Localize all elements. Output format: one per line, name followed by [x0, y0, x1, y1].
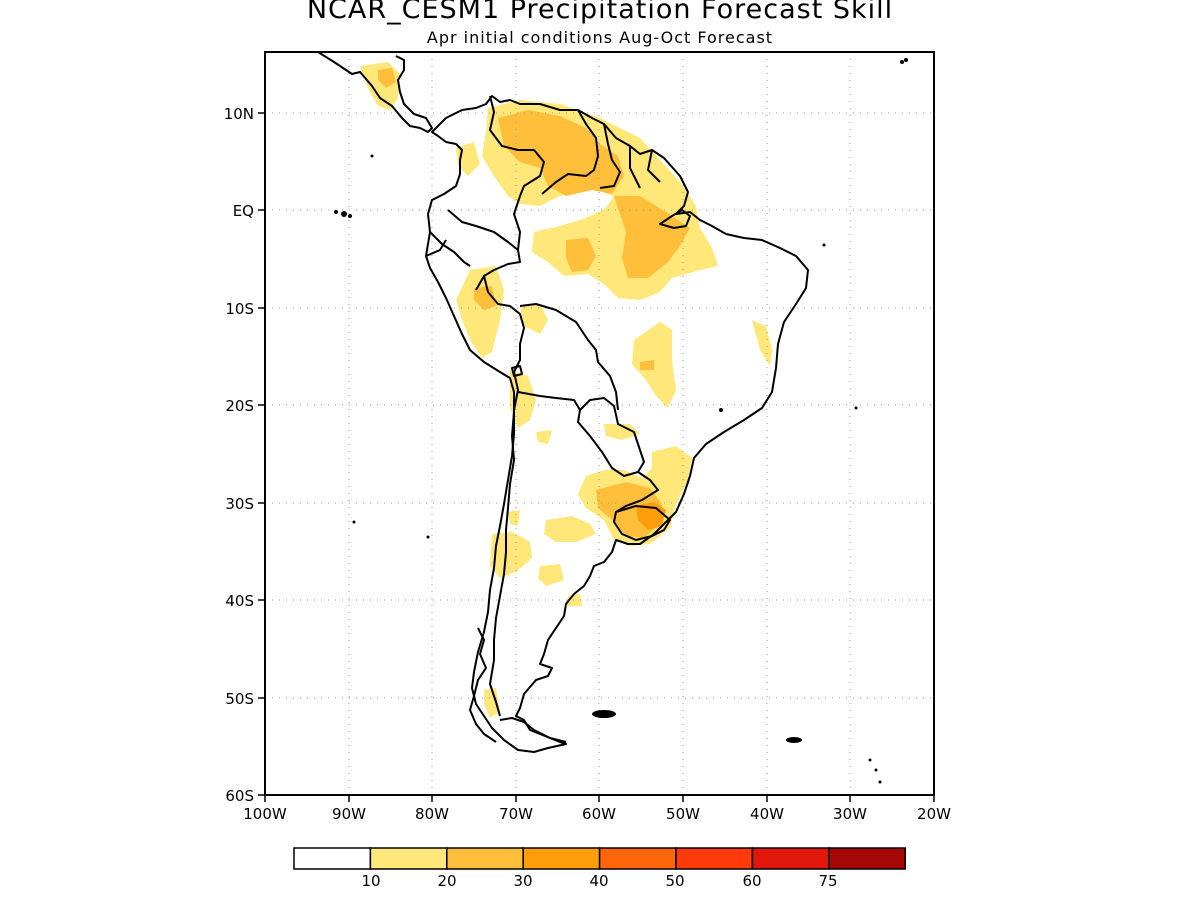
- page-title: NCAR_CESM1 Precipitation Forecast Skill: [306, 0, 894, 25]
- fernando-de-noronha: [822, 243, 826, 247]
- juan-fernandez-islet: [426, 535, 430, 539]
- lon-label: 80W: [415, 805, 449, 823]
- chiloe-archipelago: [469, 627, 497, 743]
- longitude-labels: 100W 90W 80W 70W 60W 50W 40W 30W 20W: [243, 805, 951, 823]
- lake-titicaca: [511, 365, 523, 377]
- border-peru-brazil: [483, 275, 525, 373]
- legend-label: 10: [361, 872, 380, 890]
- lon-label: 60W: [582, 805, 616, 823]
- border-bolivia-argentina: [517, 391, 581, 411]
- lat-label: EQ: [233, 202, 254, 220]
- lon-label: 30W: [833, 805, 867, 823]
- axis-ticks: [258, 112, 935, 802]
- atlantic-islet: [854, 406, 858, 410]
- falkland-islands: [592, 710, 616, 718]
- south-sandwich-islet: [874, 768, 878, 772]
- gulf-coast: [425, 239, 447, 257]
- latitude-labels: 10N EQ 10S 20S 30S 40S 50S 60S: [224, 105, 254, 805]
- pacific-islet: [352, 520, 356, 524]
- atlantic-islet: [904, 58, 908, 62]
- color-legend: 10 20 30 40 50 60 75: [293, 847, 906, 890]
- lat-label: 10N: [224, 105, 254, 123]
- border-colombia-brazil: [513, 195, 521, 251]
- galapagos-islet: [334, 210, 338, 214]
- trindade-islet: [719, 408, 723, 412]
- border-uruguay: [613, 505, 671, 541]
- legend-color-box: [446, 847, 524, 870]
- lat-label: 50S: [225, 690, 254, 708]
- border-bolivia-chile: [513, 371, 519, 411]
- islands: [334, 58, 908, 784]
- central-america-coast: [317, 52, 433, 133]
- south-sandwich-islet: [878, 780, 882, 784]
- lon-label: 90W: [332, 805, 366, 823]
- skill-shading: [360, 62, 772, 718]
- border-paraguay: [577, 397, 645, 477]
- lon-label: 40W: [750, 805, 784, 823]
- legend-color-box: [369, 847, 448, 870]
- skill-20-30-areas: [378, 68, 690, 538]
- border-chile-argentina: [489, 411, 515, 717]
- page-subtitle: Apr initial conditions Aug-Oct Forecast: [426, 28, 774, 47]
- lon-label: 100W: [243, 805, 287, 823]
- legend-label: 40: [589, 872, 608, 890]
- legend-label: 60: [742, 872, 761, 890]
- border-venezuela-guyana: [541, 109, 599, 195]
- border-colombia-venezuela: [489, 95, 545, 197]
- galapagos-islet: [348, 214, 352, 218]
- lat-label: 30S: [225, 495, 254, 513]
- lat-label: 60S: [225, 787, 254, 805]
- tierra-del-fuego: [499, 717, 567, 743]
- lon-label: 20W: [917, 805, 951, 823]
- border-ecuador-peru: [429, 231, 471, 267]
- legend-label: 75: [818, 872, 837, 890]
- lat-label: 40S: [225, 592, 254, 610]
- legend-boxes: [293, 847, 906, 870]
- legend-label: 20: [437, 872, 456, 890]
- legend-color-box: [598, 847, 677, 870]
- lon-label: 50W: [666, 805, 700, 823]
- pacific-islet: [370, 154, 374, 158]
- border-suriname-guiana: [629, 146, 641, 189]
- atlantic-islet: [900, 60, 904, 64]
- legend-color-box: [828, 847, 906, 870]
- legend-label: 30: [513, 872, 532, 890]
- legend-color-box: [522, 847, 601, 870]
- border-argentina-brazil: [615, 471, 659, 513]
- legend-color-box: [293, 847, 372, 870]
- galapagos-islands: [341, 211, 347, 217]
- amazon-delta: [659, 209, 691, 229]
- border-guiana-brazil: [647, 149, 661, 183]
- border-bolivia-brazil: [519, 303, 619, 411]
- south-america-coast: [425, 95, 809, 753]
- legend-color-box: [751, 847, 830, 870]
- lat-label: 10S: [225, 300, 254, 318]
- south-sandwich-islet: [868, 758, 872, 762]
- map-grid: [265, 52, 934, 795]
- lat-label: 20S: [225, 397, 254, 415]
- legend-label: 50: [665, 872, 684, 890]
- continent-outline: [317, 52, 809, 753]
- border-guyana-suriname: [599, 123, 621, 189]
- legend-color-box: [675, 847, 754, 870]
- south-georgia-island: [786, 737, 802, 743]
- lon-label: 70W: [499, 805, 533, 823]
